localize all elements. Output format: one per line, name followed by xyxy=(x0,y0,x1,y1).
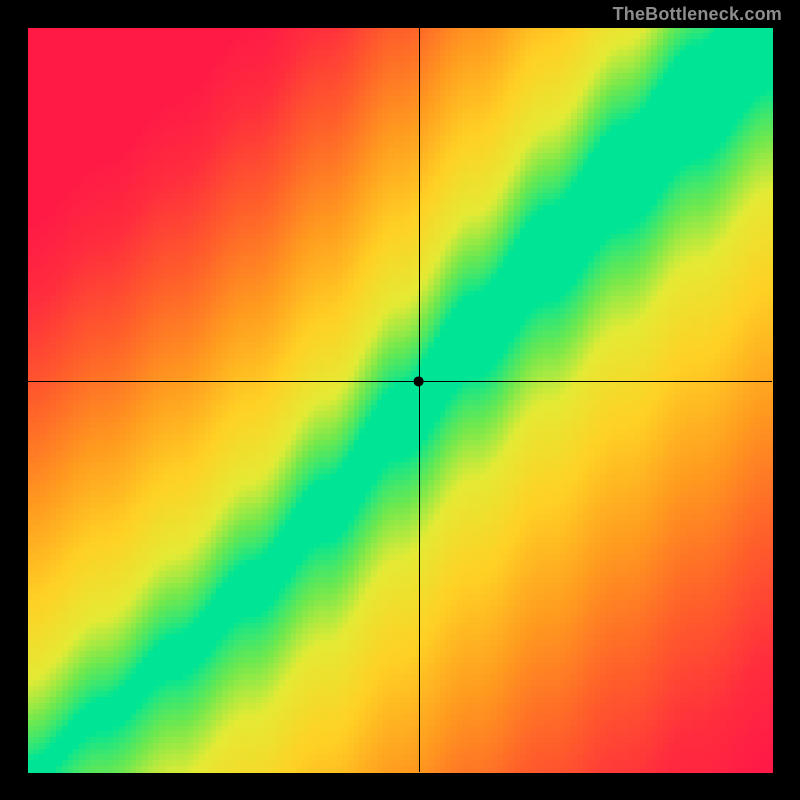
chart-container: TheBottleneck.com xyxy=(0,0,800,800)
watermark-label: TheBottleneck.com xyxy=(613,4,782,25)
heatmap-plot xyxy=(0,0,800,800)
